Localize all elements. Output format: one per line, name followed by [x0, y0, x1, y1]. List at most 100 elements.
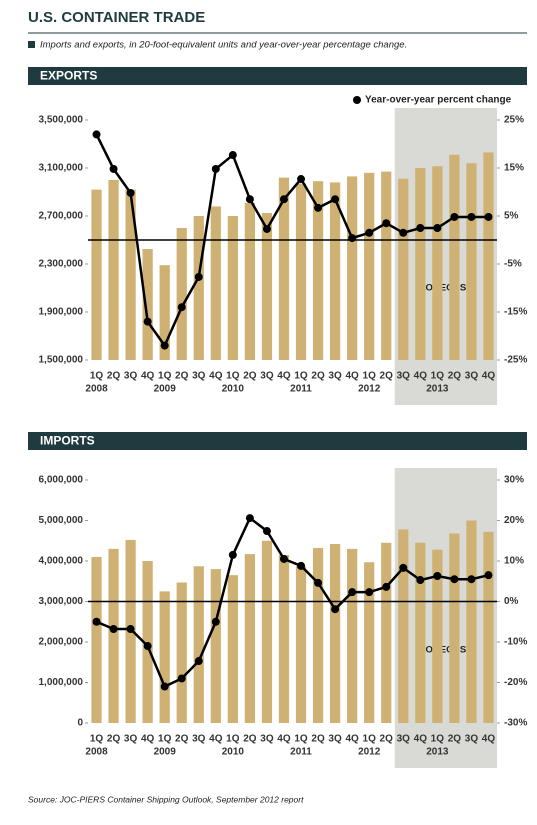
line-point [177, 674, 186, 683]
y2-tick-label: 30% [504, 475, 524, 486]
line-point [331, 605, 340, 614]
bar [312, 181, 324, 360]
y-tick-label: 2,300,000 [39, 259, 84, 270]
line-point [331, 195, 340, 204]
bar [432, 166, 443, 360]
x-tick-label: 1Q [226, 734, 240, 745]
line-point [433, 571, 442, 580]
line-point [467, 212, 476, 221]
x-year-label: 2010 [222, 747, 245, 758]
bar [244, 554, 256, 723]
x-tick-label: 1Q [431, 734, 445, 745]
page-title: U.S. CONTAINER TRADE [28, 9, 205, 26]
y2-tick-label: 10% [504, 556, 524, 567]
bar [210, 206, 221, 360]
bar [347, 176, 358, 360]
line-point [416, 576, 425, 585]
bar [193, 216, 204, 360]
y-tick-label: 3,000,000 [39, 596, 84, 607]
source: Source: JOC-PIERS Container Shipping Out… [28, 794, 304, 804]
x-tick-label: 1Q [294, 371, 308, 382]
x-tick-label: 3Q [465, 734, 479, 745]
bar [295, 183, 307, 360]
y-tick-label: 2,000,000 [39, 637, 84, 648]
x-tick-label: 3Q [124, 371, 138, 382]
x-tick-label: 1Q [294, 734, 308, 745]
bar [432, 549, 443, 723]
y-tick-label: 1,900,000 [39, 307, 84, 318]
bar [449, 154, 460, 360]
panel-header [28, 67, 527, 85]
x-tick-label: 2Q [107, 371, 121, 382]
bar [210, 569, 221, 723]
bar [415, 542, 426, 723]
x-year-label: 2009 [154, 747, 177, 758]
x-year-label: 2009 [154, 384, 177, 395]
bar [295, 566, 307, 723]
x-tick-label: 4Q [482, 734, 496, 745]
line-point [484, 571, 493, 580]
line-point [416, 224, 425, 232]
line-point [314, 203, 323, 212]
x-tick-label: 3Q [328, 371, 342, 382]
line-point [297, 175, 306, 184]
x-tick-label: 2Q [380, 371, 394, 382]
bar [312, 548, 324, 723]
legend-label: Year-over-year percent change [365, 95, 512, 106]
line-point [126, 188, 135, 197]
line-point [314, 578, 323, 587]
line-point [348, 234, 357, 243]
line-point [484, 212, 493, 221]
x-tick-label: 4Q [277, 371, 291, 382]
x-tick-label: 4Q [209, 734, 223, 745]
forecast-label: FORECAST [420, 645, 472, 656]
bar [176, 582, 187, 723]
x-tick-label: 1Q [431, 371, 445, 382]
line-point [143, 317, 152, 326]
x-tick-label: 2Q [311, 734, 325, 745]
x-tick-label: 4Q [414, 734, 428, 745]
subtitle: Imports and exports, in 20-foot-equivale… [40, 40, 407, 51]
line-point [228, 550, 237, 559]
y2-tick-label: -25% [504, 355, 527, 366]
bar [227, 575, 238, 723]
line-point [365, 588, 374, 597]
bar [364, 172, 375, 360]
line-point [297, 561, 306, 570]
x-tick-label: 1Q [363, 734, 377, 745]
line-point [365, 228, 374, 237]
y-tick-label: 4,000,000 [39, 556, 84, 567]
bar [142, 249, 153, 360]
line-point [245, 514, 254, 523]
x-tick-label: 4Q [141, 371, 155, 382]
x-tick-label: 1Q [158, 371, 172, 382]
subtitle-marker [28, 41, 35, 48]
x-tick-label: 3Q [260, 371, 274, 382]
line-point [433, 224, 442, 232]
line-point [194, 657, 203, 666]
bar [278, 554, 290, 723]
panel-title: EXPORTS [40, 69, 97, 83]
bar [364, 562, 375, 723]
y2-tick-label: 20% [504, 515, 524, 526]
y2-tick-label: -20% [504, 677, 527, 688]
y-tick-label: 1,000,000 [39, 677, 84, 688]
x-tick-label: 3Q [397, 734, 411, 745]
line-point [211, 617, 220, 626]
x-tick-label: 4Q [345, 371, 359, 382]
x-year-label: 2013 [426, 747, 449, 758]
panel-title: IMPORTS [40, 434, 95, 448]
y-tick-label: 6,000,000 [39, 475, 84, 486]
y2-tick-label: -10% [504, 637, 527, 648]
line-point [279, 554, 288, 563]
line-point [177, 303, 186, 312]
bar [108, 180, 119, 360]
y2-tick-label: 25% [504, 115, 524, 126]
x-tick-label: 2Q [243, 371, 257, 382]
y-tick-label: 2,700,000 [39, 211, 84, 222]
x-year-label: 2011 [290, 384, 312, 395]
x-year-label: 2010 [222, 384, 245, 395]
bar [159, 265, 170, 360]
x-tick-label: 2Q [107, 734, 121, 745]
line-point [262, 224, 271, 233]
